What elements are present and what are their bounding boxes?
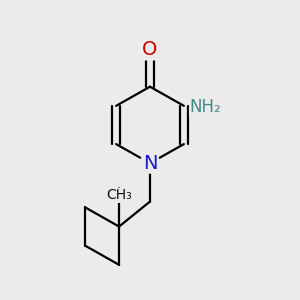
Text: O: O	[142, 40, 158, 59]
Text: NH₂: NH₂	[190, 98, 221, 116]
Text: CH₃: CH₃	[106, 188, 132, 202]
Text: N: N	[143, 154, 157, 173]
